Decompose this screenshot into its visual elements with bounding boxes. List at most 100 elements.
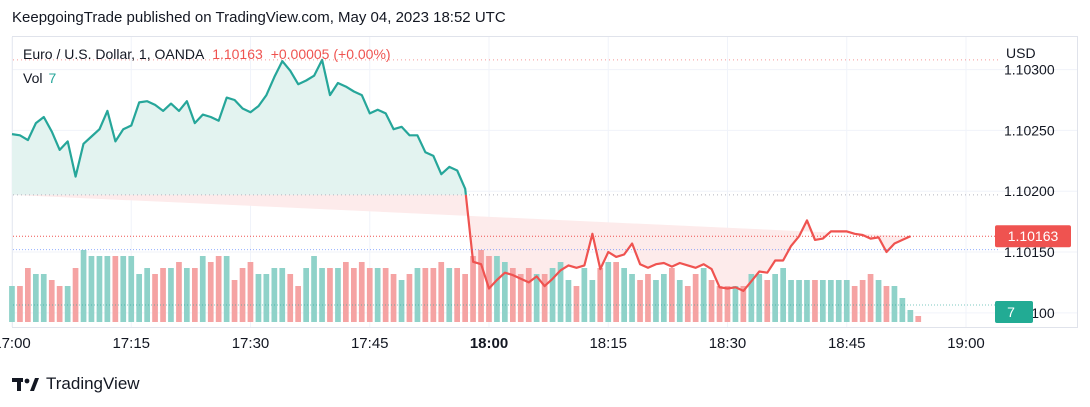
volume-bar[interactable]	[724, 286, 731, 322]
volume-bar[interactable]	[271, 268, 278, 322]
volume-bar[interactable]	[231, 280, 238, 322]
volume-bar[interactable]	[40, 274, 47, 322]
volume-bar[interactable]	[772, 274, 778, 322]
volume-bar[interactable]	[470, 256, 476, 322]
volume-bar[interactable]	[295, 286, 301, 322]
volume-bar[interactable]	[112, 256, 119, 322]
volume-bar[interactable]	[843, 280, 850, 322]
volume-bar[interactable]	[581, 268, 588, 322]
volume-bar[interactable]	[716, 286, 723, 322]
volume-bar[interactable]	[414, 268, 421, 322]
price-badge[interactable]	[995, 225, 1071, 248]
volume-bar[interactable]	[661, 274, 667, 322]
volume-bar[interactable]	[613, 262, 619, 322]
volume-bar[interactable]	[692, 274, 699, 322]
volume-bar[interactable]	[851, 286, 858, 322]
volume-label[interactable]: Vol	[23, 70, 43, 86]
volume-bar[interactable]	[303, 268, 309, 322]
volume-bar[interactable]	[891, 286, 898, 322]
volume-bar[interactable]	[255, 274, 262, 322]
volume-bar[interactable]	[358, 262, 365, 322]
volume-bar[interactable]	[684, 286, 691, 322]
volume-bar[interactable]	[9, 286, 15, 322]
volume-bar[interactable]	[152, 274, 158, 322]
volume-bar[interactable]	[223, 256, 230, 322]
volume-bar[interactable]	[533, 274, 540, 322]
volume-bar[interactable]	[120, 256, 127, 322]
volume-bar[interactable]	[859, 280, 866, 322]
volume-bar[interactable]	[88, 256, 95, 322]
volume-bar[interactable]	[629, 274, 635, 322]
volume-bar[interactable]	[160, 268, 166, 322]
volume-bar[interactable]	[56, 286, 63, 322]
volume-bar[interactable]	[915, 316, 922, 322]
volume-bar[interactable]	[207, 262, 214, 322]
volume-bar[interactable]	[176, 262, 182, 322]
volume-bar[interactable]	[17, 286, 23, 322]
volume-bar[interactable]	[565, 280, 572, 322]
volume-bar[interactable]	[812, 280, 818, 322]
volume-bar[interactable]	[828, 280, 834, 322]
volume-bar[interactable]	[263, 274, 270, 322]
volume-bar[interactable]	[597, 268, 604, 322]
volume-bar[interactable]	[653, 280, 659, 322]
volume-bar[interactable]	[25, 268, 31, 322]
volume-bar[interactable]	[215, 256, 222, 322]
tradingview-logo[interactable]: TradingView	[12, 374, 140, 394]
volume-bar[interactable]	[72, 268, 79, 322]
volume-bar[interactable]	[502, 262, 508, 322]
volume-bar[interactable]	[80, 250, 87, 322]
volume-bar[interactable]	[144, 268, 150, 322]
volume-bar[interactable]	[168, 268, 174, 322]
volume-bar[interactable]	[327, 268, 333, 322]
volume-bar[interactable]	[605, 262, 612, 322]
volume-bar[interactable]	[104, 256, 111, 322]
volume-badge[interactable]	[995, 301, 1033, 323]
volume-bar[interactable]	[589, 280, 596, 322]
volume-bar[interactable]	[382, 268, 389, 322]
volume-bar[interactable]	[732, 286, 739, 322]
volume-bar[interactable]	[287, 274, 294, 322]
volume-bar[interactable]	[374, 268, 381, 322]
volume-bar[interactable]	[796, 280, 802, 322]
volume-bar[interactable]	[549, 268, 556, 322]
volume-bar[interactable]	[438, 262, 445, 322]
volume-bar[interactable]	[820, 280, 826, 322]
volume-bar[interactable]	[406, 274, 413, 322]
volume-bar[interactable]	[311, 256, 317, 322]
volume-bar[interactable]	[343, 262, 349, 322]
volume-bar[interactable]	[48, 280, 55, 322]
volume-bar[interactable]	[247, 262, 254, 322]
volume-bar[interactable]	[462, 274, 468, 322]
volume-bar[interactable]	[669, 268, 675, 322]
volume-bar[interactable]	[867, 274, 874, 322]
volume-bar[interactable]	[700, 268, 707, 322]
volume-bar[interactable]	[883, 286, 890, 322]
volume-bar[interactable]	[279, 268, 286, 322]
currency-label[interactable]: USD	[1006, 45, 1036, 61]
volume-bar[interactable]	[788, 280, 794, 322]
volume-bar[interactable]	[740, 286, 747, 322]
volume-bar[interactable]	[494, 256, 500, 322]
volume-bar[interactable]	[780, 268, 786, 322]
volume-bar[interactable]	[33, 274, 39, 322]
volume-bar[interactable]	[676, 280, 683, 322]
volume-bar[interactable]	[510, 268, 516, 322]
volume-bar[interactable]	[351, 268, 357, 322]
volume-bar[interactable]	[319, 268, 325, 322]
volume-bar[interactable]	[708, 280, 715, 322]
volume-bar[interactable]	[573, 286, 580, 322]
volume-bar[interactable]	[446, 268, 453, 322]
volume-bar[interactable]	[756, 274, 763, 322]
volume-bar[interactable]	[541, 274, 548, 322]
volume-bar[interactable]	[366, 268, 373, 322]
volume-bar[interactable]	[64, 286, 71, 322]
volume-bar[interactable]	[430, 268, 437, 322]
volume-bar[interactable]	[96, 256, 103, 322]
symbol-name[interactable]: Euro / U.S. Dollar, 1, OANDA	[23, 46, 205, 62]
volume-bar[interactable]	[335, 268, 341, 322]
volume-bar[interactable]	[637, 280, 643, 322]
volume-bar[interactable]	[398, 280, 405, 322]
volume-bar[interactable]	[192, 268, 198, 322]
